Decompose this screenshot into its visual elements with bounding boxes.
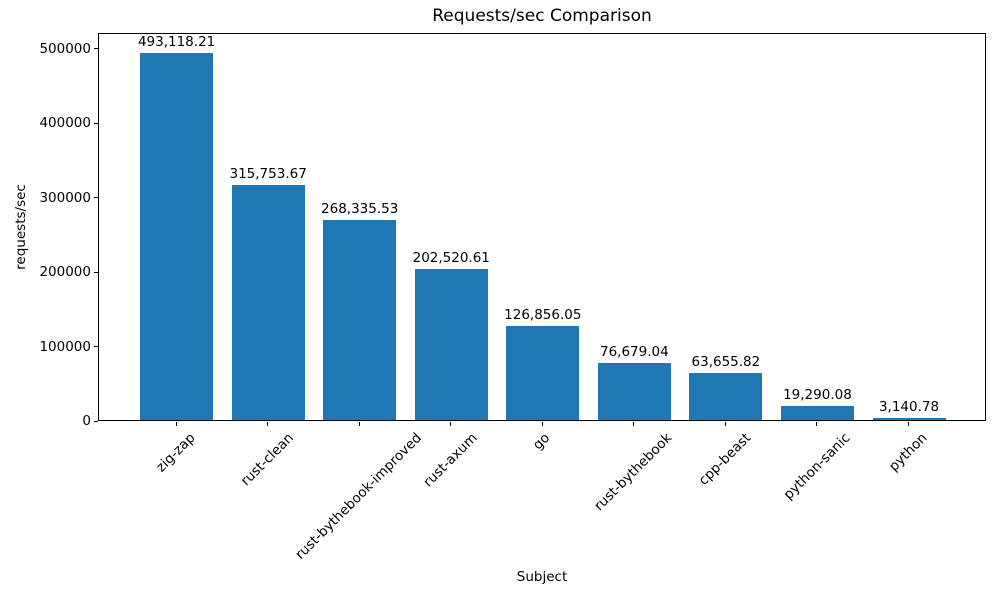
- bar-value-label: 76,679.04: [599, 343, 669, 360]
- y-axis-label: requests/sec: [13, 184, 29, 270]
- y-tick-mark: [94, 346, 98, 348]
- y-tick-mark: [94, 48, 98, 50]
- x-tick-mark: [267, 422, 269, 426]
- bar-value-label: 19,290.08: [783, 386, 852, 403]
- x-tick-mark: [175, 422, 177, 426]
- bar-rust-clean: [231, 185, 305, 420]
- x-tick-mark: [816, 422, 818, 426]
- bar-rust-bythebook: [597, 362, 671, 420]
- x-tick-mark: [908, 422, 909, 426]
- bar-zig-zap: [140, 53, 214, 420]
- y-tick-label: 500000: [39, 40, 91, 57]
- x-tick-label: cpp-beast: [695, 430, 755, 489]
- x-tick-mark: [358, 422, 360, 426]
- bar-value-label: 63,655.82: [691, 353, 761, 370]
- y-tick-mark: [94, 271, 98, 273]
- x-axis-label: Subject: [516, 569, 568, 585]
- chart-title: Requests/sec Comparison: [432, 6, 652, 26]
- x-tick-label: zig-zap: [153, 430, 199, 476]
- bar-value-label: 3,140.78: [878, 398, 940, 415]
- y-tick-label: 200000: [39, 264, 91, 281]
- y-tick-mark: [94, 420, 98, 422]
- x-tick-mark: [633, 422, 635, 426]
- bar-rust-axum: [414, 269, 488, 420]
- bar-rust-bythebook-improved: [323, 220, 397, 420]
- bar-python: [872, 417, 946, 420]
- bar-go: [506, 325, 580, 420]
- x-tick-label: rust-bythebook: [591, 430, 676, 515]
- x-tick-mark: [541, 422, 543, 426]
- bar-cpp-beast: [689, 372, 763, 420]
- x-tick-label: rust-axum: [420, 430, 481, 491]
- y-tick-label: 0: [82, 413, 91, 429]
- y-tick-label: 100000: [39, 338, 91, 355]
- bar-value-label: 202,520.61: [412, 250, 490, 267]
- x-tick-label: python-sanic: [780, 430, 854, 503]
- x-tick-label: rust-clean: [237, 430, 297, 490]
- y-tick-mark: [94, 197, 98, 199]
- x-tick-label: go: [530, 430, 554, 454]
- x-tick-mark: [450, 422, 452, 426]
- y-tick-label: 400000: [39, 115, 91, 132]
- bar-python-sanic: [780, 405, 854, 420]
- x-tick-label: rust-bythebook-improved: [292, 430, 425, 563]
- x-tick-label: python: [885, 430, 931, 475]
- x-tick-mark: [724, 422, 726, 426]
- bar-value-label: 315,753.67: [229, 166, 307, 183]
- y-tick-mark: [94, 122, 98, 124]
- y-tick-label: 300000: [39, 189, 91, 206]
- bar-value-label: 493,118.21: [137, 34, 216, 51]
- bar-value-label: 126,856.05: [504, 306, 582, 323]
- plot-area: 493,118.21 315,753.67 268,335.53 202,520.61…: [98, 33, 986, 421]
- bar-value-label: 268,335.53: [321, 201, 399, 218]
